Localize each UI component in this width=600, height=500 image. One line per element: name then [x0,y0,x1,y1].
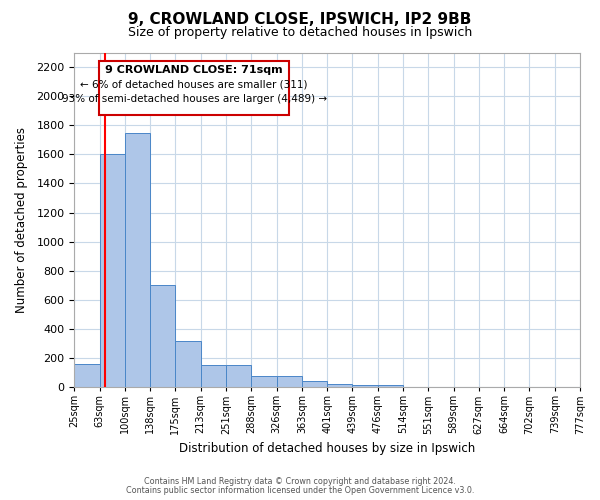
Bar [251,376,277,387]
X-axis label: Distribution of detached houses by size in Ipswich: Distribution of detached houses by size … [179,442,475,455]
Bar [226,364,251,387]
Bar [201,364,226,387]
Bar [327,384,352,387]
Bar [277,376,302,387]
Text: 9 CROWLAND CLOSE: 71sqm: 9 CROWLAND CLOSE: 71sqm [106,65,283,75]
Text: Contains public sector information licensed under the Open Government Licence v3: Contains public sector information licen… [126,486,474,495]
Text: Contains HM Land Registry data © Crown copyright and database right 2024.: Contains HM Land Registry data © Crown c… [144,477,456,486]
Bar [175,340,201,387]
FancyBboxPatch shape [99,61,289,115]
Bar [302,382,327,387]
Text: 93% of semi-detached houses are larger (4,489) →: 93% of semi-detached houses are larger (… [62,94,327,104]
Bar [100,154,125,387]
Bar [378,385,403,387]
Text: 9, CROWLAND CLOSE, IPSWICH, IP2 9BB: 9, CROWLAND CLOSE, IPSWICH, IP2 9BB [128,12,472,28]
Y-axis label: Number of detached properties: Number of detached properties [15,127,28,313]
Bar [125,132,150,387]
Bar [150,286,175,387]
Text: Size of property relative to detached houses in Ipswich: Size of property relative to detached ho… [128,26,472,39]
Text: ← 6% of detached houses are smaller (311): ← 6% of detached houses are smaller (311… [80,80,308,90]
Bar [352,385,378,387]
Bar [74,364,100,387]
